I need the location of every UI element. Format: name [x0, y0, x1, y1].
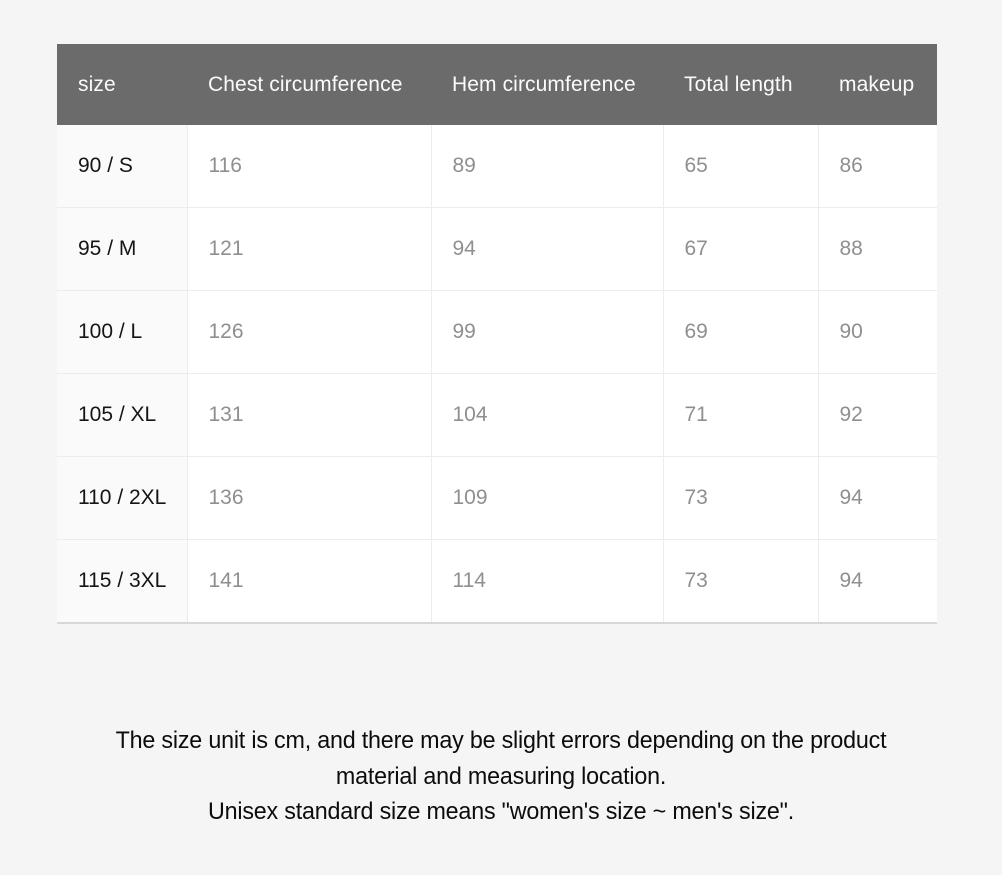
- hem-value-cell: 94: [430, 207, 663, 291]
- chest-value-cell: 136: [186, 456, 431, 540]
- table-row-100-l: 100 / L 126 99 69 90: [57, 290, 937, 374]
- size-label-cell: 90 / S: [57, 125, 187, 208]
- hem-value-cell: 109: [430, 456, 663, 540]
- table-row-95-m: 95 / M 121 94 67 88: [57, 207, 937, 291]
- chest-value-cell: 131: [186, 373, 431, 457]
- total-length-value-cell: 73: [662, 456, 818, 540]
- makeup-value-cell: 90: [817, 290, 937, 374]
- total-length-value-cell: 65: [662, 125, 818, 208]
- size-table: size Chest circumference Hem circumferen…: [57, 44, 937, 624]
- column-header-hem: Hem circumference: [431, 44, 663, 125]
- total-length-value-cell: 67: [662, 207, 818, 291]
- total-length-value-cell: 69: [662, 290, 818, 374]
- makeup-value-cell: 86: [817, 125, 937, 208]
- note-line-unit-disclaimer: The size unit is cm, and there may be sl…: [115, 727, 887, 754]
- chest-value-cell: 121: [186, 207, 431, 291]
- total-length-value-cell: 71: [662, 373, 818, 457]
- column-header-total-length: Total length: [663, 44, 818, 125]
- size-label-cell: 115 / 3XL: [57, 539, 187, 624]
- table-row-110-2xl: 110 / 2XL 136 109 73 94: [57, 456, 937, 540]
- chest-value-cell: 126: [186, 290, 431, 374]
- total-length-value-cell: 73: [662, 539, 818, 624]
- hem-value-cell: 114: [430, 539, 663, 624]
- hem-value-cell: 99: [430, 290, 663, 374]
- column-header-makeup: makeup: [818, 44, 937, 125]
- size-label-cell: 110 / 2XL: [57, 456, 187, 540]
- table-row-105-xl: 105 / XL 131 104 71 92: [57, 373, 937, 457]
- size-label-cell: 95 / M: [57, 207, 187, 291]
- column-header-chest: Chest circumference: [187, 44, 431, 125]
- hem-value-cell: 104: [430, 373, 663, 457]
- size-label-cell: 105 / XL: [57, 373, 187, 457]
- chest-value-cell: 141: [186, 539, 431, 624]
- size-table-header-row: size Chest circumference Hem circumferen…: [57, 44, 937, 125]
- makeup-value-cell: 94: [817, 539, 937, 624]
- makeup-value-cell: 88: [817, 207, 937, 291]
- column-header-size: size: [57, 44, 187, 125]
- chest-value-cell: 116: [186, 125, 431, 208]
- makeup-value-cell: 94: [817, 456, 937, 540]
- table-row-115-3xl: 115 / 3XL 141 114 73 94: [57, 539, 937, 624]
- size-notes: The size unit is cm, and there may be sl…: [15, 723, 987, 830]
- size-label-cell: 100 / L: [57, 290, 187, 374]
- note-line-unisex-sizing: Unisex standard size means "women's size…: [207, 798, 795, 825]
- hem-value-cell: 89: [430, 125, 663, 208]
- note-line-unit-disclaimer-wrap: material and measuring location.: [335, 762, 667, 790]
- makeup-value-cell: 92: [817, 373, 937, 457]
- table-row-90-s: 90 / S 116 89 65 86: [57, 125, 937, 208]
